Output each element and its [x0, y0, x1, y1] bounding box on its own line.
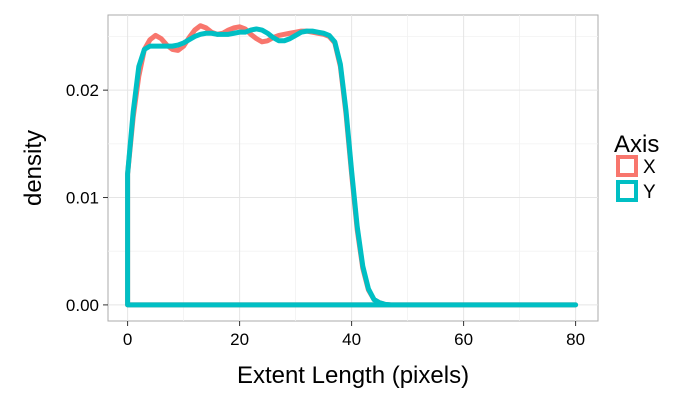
y-axis-title: density — [20, 130, 47, 206]
y-tick-label: 0.00 — [66, 296, 99, 315]
legend-key-y — [616, 180, 638, 202]
legend-label-y: Y — [643, 182, 656, 203]
legend: Axis XY — [614, 131, 659, 203]
x-tick-label: 40 — [342, 330, 361, 349]
series-line-y — [125, 26, 579, 308]
x-axis-ticks: 0 20 40 60 80 — [123, 321, 585, 349]
y-tick-label: 0.02 — [66, 81, 99, 100]
y-axis-ticks: 0.00 0.01 0.02 — [66, 81, 108, 315]
legend-key-x — [616, 155, 638, 177]
series-layer — [125, 23, 579, 308]
legend-title: Axis — [614, 131, 659, 158]
x-tick-label: 0 — [123, 330, 132, 349]
x-axis-title: Extent Length (pixels) — [237, 362, 469, 389]
legend-items: XY — [616, 155, 656, 203]
legend-label-x: X — [643, 157, 656, 178]
x-tick-label: 20 — [230, 330, 249, 349]
x-tick-label: 80 — [566, 330, 585, 349]
y-tick-label: 0.01 — [66, 189, 99, 208]
x-tick-label: 60 — [454, 330, 473, 349]
